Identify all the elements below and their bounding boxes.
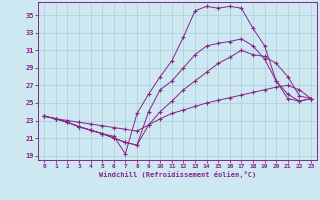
X-axis label: Windchill (Refroidissement éolien,°C): Windchill (Refroidissement éolien,°C) — [99, 171, 256, 178]
